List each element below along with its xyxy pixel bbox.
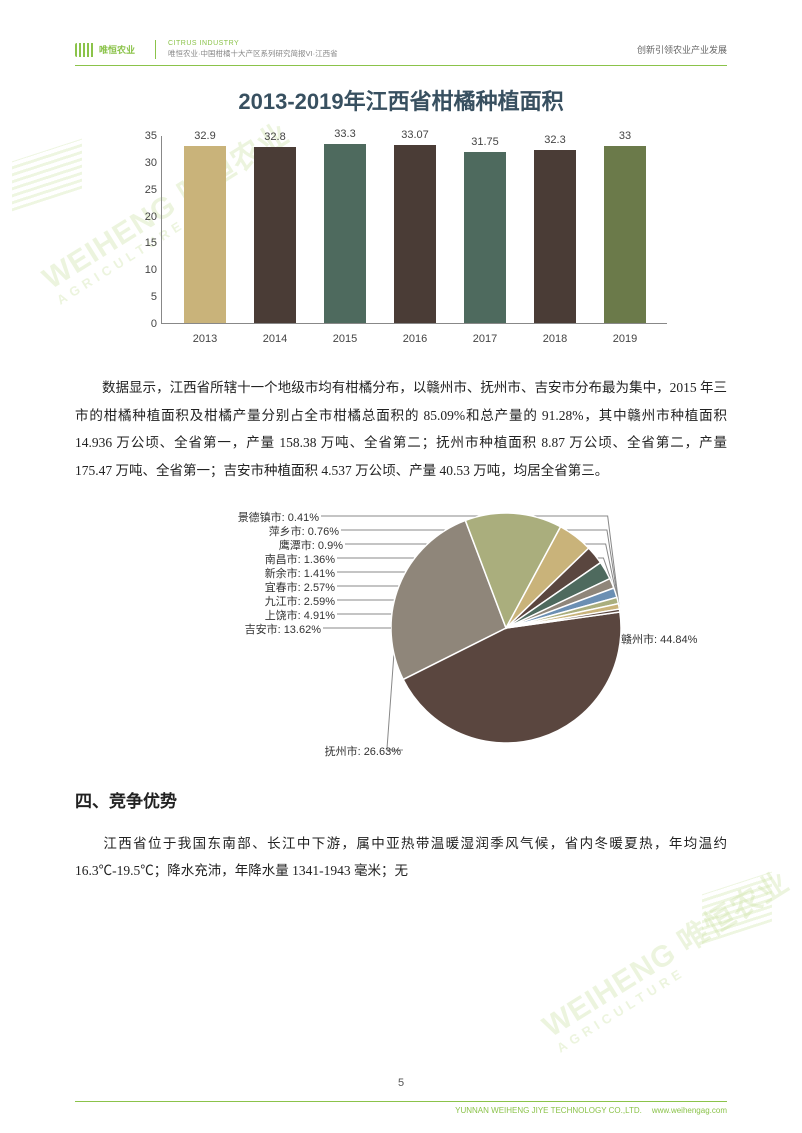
header-slogan: 创新引领农业产业发展 <box>637 43 727 56</box>
bar: 32.32018 <box>534 150 576 323</box>
bar-ytick: 15 <box>127 237 157 249</box>
paragraph-1-text: 数据显示，江西省所辖十一个地级市均有柑橘分布，以赣州市、抚州市、吉安市分布最为集… <box>75 380 727 478</box>
footer-url: www.weihengag.com <box>652 1106 727 1115</box>
bar-ytick: 0 <box>127 318 157 330</box>
bar-category-label: 2013 <box>184 333 226 345</box>
bar-value-label: 32.9 <box>184 130 226 142</box>
bar: 33.072016 <box>394 145 436 323</box>
bar-value-label: 31.75 <box>464 136 506 148</box>
logo: 唯恒农业 <box>75 43 135 57</box>
bar-ytick: 35 <box>127 130 157 142</box>
bar-chart: 32.9201332.8201433.3201533.07201631.7520… <box>127 130 675 350</box>
bar: 33.32015 <box>324 144 366 323</box>
logo-icon <box>75 43 95 57</box>
footer-company: YUNNAN WEIHENG JIYE TECHNOLOGY CO.,LTD. <box>455 1106 642 1115</box>
paragraph-1: 数据显示，江西省所辖十一个地级市均有柑橘分布，以赣州市、抚州市、吉安市分布最为集… <box>75 374 727 485</box>
bar-value-label: 32.3 <box>534 134 576 146</box>
paragraph-2-text: 江西省位于我国东南部、长江中下游，属中亚热带温暖湿润季风气候，省内冬暖夏热，年均… <box>75 836 727 879</box>
bar: 31.752017 <box>464 152 506 323</box>
bar-ytick: 5 <box>127 291 157 303</box>
bar-chart-title: 2013-2019年江西省柑橘种植面积 <box>75 84 727 116</box>
bar-ytick: 30 <box>127 157 157 169</box>
watermark-en-2: WEIHENG <box>537 936 682 1044</box>
bar: 32.92013 <box>184 146 226 323</box>
bar-ytick: 25 <box>127 184 157 196</box>
bar-category-label: 2017 <box>464 333 506 345</box>
bar-value-label: 32.8 <box>254 131 296 143</box>
page-number: 5 <box>0 1077 802 1089</box>
bar-category-label: 2019 <box>604 333 646 345</box>
bar-value-label: 33 <box>604 130 646 142</box>
bar-category-label: 2015 <box>324 333 366 345</box>
logo-text: 唯恒农业 <box>99 43 135 56</box>
pie-label: 抚州市: 26.63% <box>291 743 401 759</box>
bar: 332019 <box>604 146 646 323</box>
bar-category-label: 2018 <box>534 333 576 345</box>
header-industry-cn: 唯恒农业·中国柑橘十大产区系列研究简报VI·江西省 <box>168 48 637 59</box>
bar: 32.82014 <box>254 147 296 323</box>
page-header: 唯恒农业 CITRUS INDUSTRY 唯恒农业·中国柑橘十大产区系列研究简报… <box>75 40 727 66</box>
paragraph-2: 江西省位于我国东南部、长江中下游，属中亚热带温暖湿润季风气候，省内冬暖夏热，年均… <box>75 830 727 885</box>
pie-chart: 景德镇市: 0.41%萍乡市: 0.76%鹰潭市: 0.9%南昌市: 1.36%… <box>141 501 661 761</box>
bar-category-label: 2014 <box>254 333 296 345</box>
pie-label: 吉安市: 13.62% <box>211 621 321 637</box>
bar-category-label: 2016 <box>394 333 436 345</box>
pie-label: 赣州市: 44.84% <box>621 631 697 647</box>
section-heading: 四、竞争优势 <box>75 787 727 812</box>
bar-value-label: 33.3 <box>324 128 366 140</box>
bar-ytick: 10 <box>127 264 157 276</box>
page-footer: YUNNAN WEIHENG JIYE TECHNOLOGY CO.,LTD. … <box>75 1101 727 1115</box>
bar-value-label: 33.07 <box>394 129 436 141</box>
bar-ytick: 20 <box>127 211 157 223</box>
header-industry-en: CITRUS INDUSTRY <box>168 40 637 47</box>
